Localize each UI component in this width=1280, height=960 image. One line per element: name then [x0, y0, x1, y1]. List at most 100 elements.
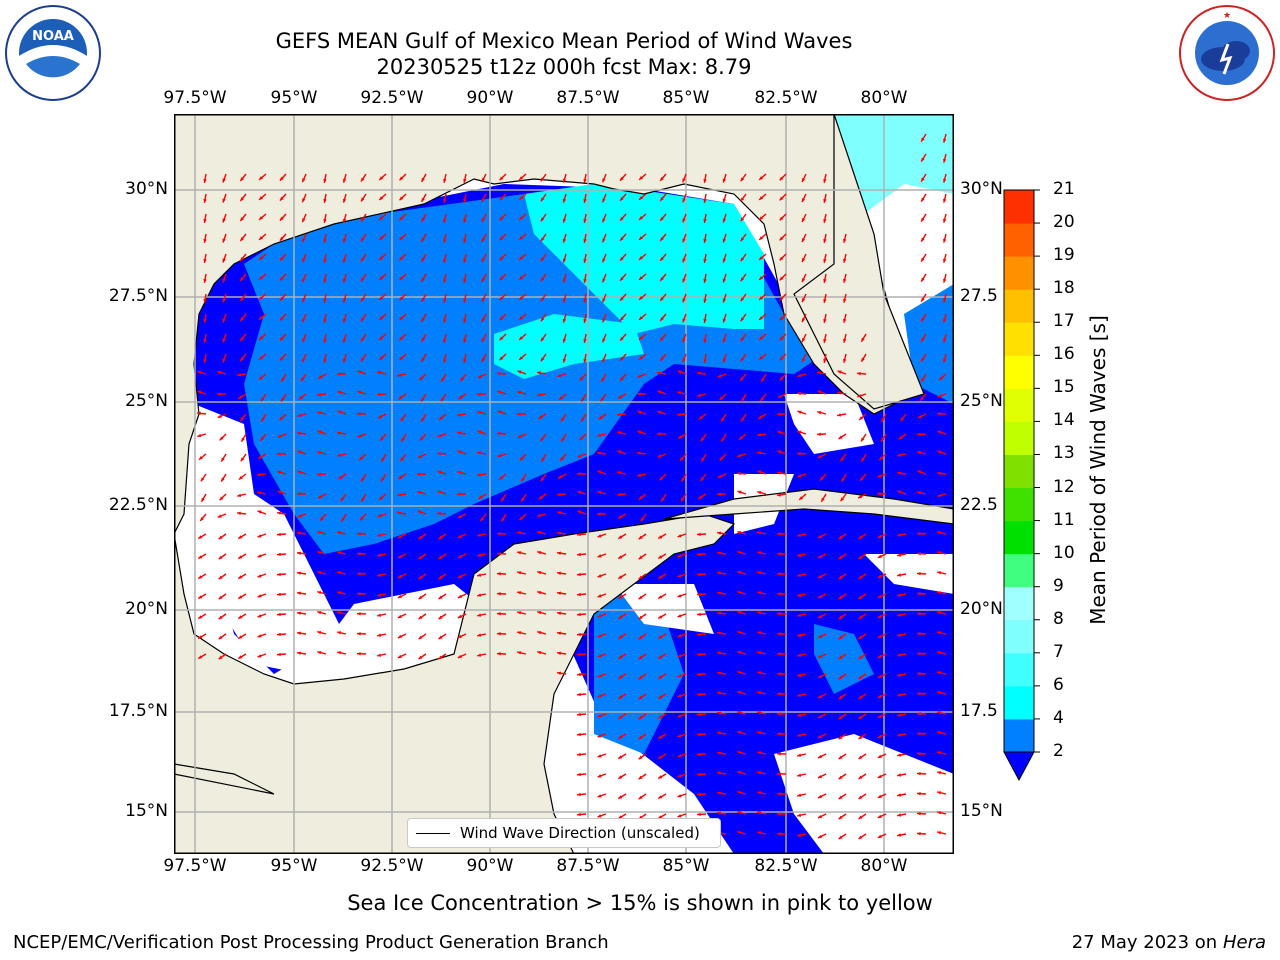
wind-arrow — [540, 333, 547, 342]
wind-arrow — [459, 373, 467, 382]
wind-arrow — [776, 572, 787, 576]
wind-arrow — [316, 472, 327, 477]
wind-arrow — [296, 631, 307, 635]
wind-arrow — [779, 373, 787, 381]
wind-arrow — [776, 412, 787, 416]
wind-arrow — [357, 390, 367, 395]
wind-arrow — [457, 413, 467, 417]
colorbar-segment — [1004, 355, 1034, 389]
wind-arrow — [301, 173, 307, 183]
wind-arrow — [737, 550, 747, 555]
wind-arrow — [576, 772, 587, 777]
wind-arrow — [477, 573, 487, 577]
wind-arrow — [777, 430, 787, 435]
wind-arrow — [337, 390, 347, 395]
wind-arrow — [197, 553, 207, 560]
wind-arrow — [360, 293, 367, 302]
wind-arrow — [397, 633, 407, 639]
wind-arrow — [677, 533, 687, 538]
wind-arrow — [258, 333, 267, 341]
wind-arrow — [703, 233, 707, 243]
wind-arrow — [657, 713, 667, 720]
wind-arrow — [937, 811, 947, 815]
wind-arrow — [858, 593, 867, 600]
wind-arrow — [520, 493, 527, 502]
wind-arrow — [696, 632, 707, 637]
wind-arrow — [580, 393, 587, 403]
wind-arrow — [916, 631, 927, 636]
wind-arrow — [797, 793, 807, 797]
wind-arrow — [576, 632, 587, 637]
wind-arrow — [817, 653, 827, 659]
wind-arrow — [579, 373, 587, 381]
wind-arrow — [257, 553, 267, 558]
wind-arrow — [660, 493, 667, 502]
wind-arrow — [457, 513, 467, 519]
wind-arrow — [378, 313, 387, 321]
wind-arrow — [937, 611, 947, 615]
wind-arrow — [378, 293, 387, 301]
wind-arrow — [377, 633, 387, 637]
wind-arrow — [496, 431, 507, 436]
wind-arrow — [360, 253, 367, 262]
wind-arrow — [437, 470, 447, 475]
wind-arrow — [296, 571, 307, 575]
wind-arrow — [937, 771, 947, 775]
wind-arrow — [937, 493, 947, 498]
wind-arrow — [377, 593, 387, 597]
wind-arrow — [858, 613, 867, 620]
wind-arrow — [817, 753, 827, 759]
wind-arrow — [556, 551, 567, 555]
wind-arrow — [463, 293, 467, 303]
wind-arrow — [222, 173, 227, 183]
wind-arrow — [337, 631, 347, 635]
wind-arrow — [760, 373, 767, 383]
wind-arrow — [617, 793, 627, 800]
wind-arrow — [360, 233, 367, 242]
wind-arrow — [722, 193, 727, 203]
wind-arrow — [716, 531, 727, 535]
wind-arrow — [843, 253, 847, 263]
wind-arrow — [260, 413, 267, 423]
wind-arrow — [838, 833, 847, 840]
colorbar-extend-triangle — [1003, 751, 1035, 782]
wind-arrow — [677, 693, 687, 698]
wind-arrow — [317, 411, 327, 415]
wind-arrow — [378, 273, 387, 281]
wind-arrow — [236, 511, 247, 516]
wind-arrow — [356, 532, 367, 536]
wind-arrow — [657, 613, 667, 620]
wind-arrow — [838, 593, 847, 600]
wind-arrow — [859, 473, 867, 482]
wind-arrow — [619, 213, 627, 222]
wind-arrow — [817, 613, 827, 619]
wind-arrow — [597, 713, 607, 718]
wind-arrow — [316, 392, 327, 397]
wind-arrow — [239, 333, 247, 342]
wind-arrow — [337, 571, 347, 575]
wind-arrow — [540, 193, 547, 202]
wind-arrow — [617, 693, 627, 700]
wind-arrow — [877, 833, 887, 839]
wind-arrow — [203, 313, 207, 323]
wind-arrow — [843, 293, 847, 303]
wind-arrow — [942, 273, 947, 283]
wind-arrow — [758, 193, 767, 201]
lon-label-top: 80°W — [860, 88, 908, 108]
wind-arrow — [360, 273, 367, 282]
wind-arrow — [481, 313, 487, 323]
wind-arrow — [397, 653, 407, 659]
wind-arrow — [696, 592, 707, 597]
wind-arrow — [817, 410, 827, 415]
wind-arrow — [300, 373, 307, 382]
wind-arrow — [877, 613, 887, 619]
wind-arrow — [576, 812, 587, 817]
wind-arrow — [657, 453, 667, 458]
wind-arrow — [638, 773, 647, 780]
wind-arrow — [477, 410, 487, 415]
wind-arrow — [601, 193, 607, 203]
wind-arrow — [757, 531, 767, 535]
wind-arrow — [576, 572, 587, 577]
wind-arrow — [820, 493, 827, 503]
wind-arrow — [637, 373, 647, 378]
